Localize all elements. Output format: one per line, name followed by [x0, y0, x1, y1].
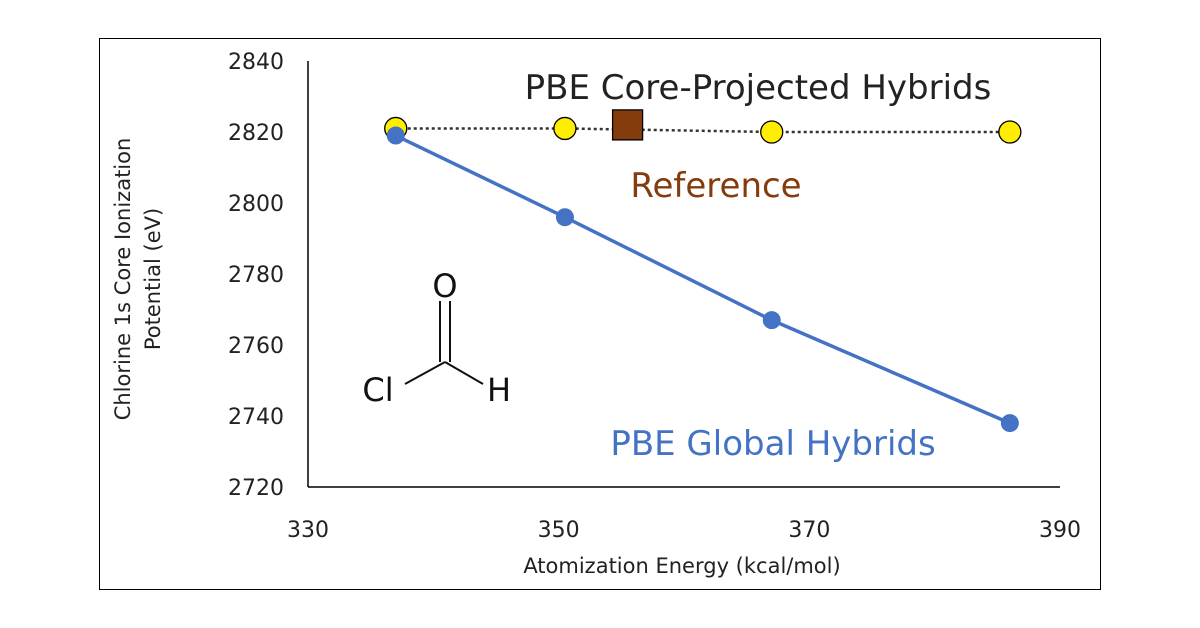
- reference-point: [611, 109, 644, 141]
- series-global: [386, 126, 1019, 433]
- y-axis-title-line-2: Potential (eV): [141, 208, 165, 350]
- oxygen-atom-label: O: [432, 267, 457, 305]
- core-projected-line: [395, 127, 1010, 134]
- global-hybrids-line: [394, 133, 1011, 425]
- global-hybrids-point: [762, 311, 781, 330]
- c-cl-bond: [404, 361, 446, 385]
- x-tick-label: 390: [1039, 518, 1081, 543]
- x-tick-label: 370: [788, 518, 830, 543]
- core-projected-point: [553, 116, 577, 141]
- y-tick-label: 2820: [228, 121, 284, 146]
- x-axis-title: Atomization Energy (kcal/mol): [523, 554, 840, 578]
- formyl-chloride-structure: O Cl H: [362, 267, 511, 409]
- c-h-bond: [444, 361, 484, 385]
- series-label-core-projected: PBE Core-Projected Hybrids: [525, 68, 992, 108]
- y-tick-label: 2720: [228, 476, 284, 501]
- axes: [307, 61, 1060, 488]
- y-axis-title: Chlorine 1s Core Ionization Potential (e…: [111, 138, 165, 421]
- global-hybrids-point: [555, 208, 574, 227]
- series-reference: [611, 109, 644, 141]
- y-tick-label: 2780: [228, 263, 284, 288]
- y-tick-label: 2740: [228, 405, 284, 430]
- y-tick-labels: 2720 2740 2760 2780 2800 2820 2840: [228, 50, 284, 501]
- core-projected-point: [998, 120, 1022, 144]
- global-hybrids-point: [386, 126, 405, 145]
- y-tick-label: 2840: [228, 50, 284, 75]
- core-projected-point: [760, 120, 784, 144]
- chlorine-atom-label: Cl: [362, 371, 393, 409]
- series-core-projected: [384, 116, 1022, 144]
- y-axis-title-line-1: Chlorine 1s Core Ionization: [111, 138, 135, 421]
- hydrogen-atom-label: H: [487, 371, 511, 409]
- global-hybrids-point: [1000, 414, 1019, 433]
- x-tick-label: 350: [538, 518, 580, 543]
- y-tick-label: 2800: [228, 192, 284, 217]
- y-tick-label: 2760: [228, 334, 284, 359]
- x-tick-label: 330: [287, 518, 329, 543]
- series-label-reference: Reference: [630, 166, 801, 206]
- figure-frame: 2720 2740 2760 2780 2800 2820 2840 330 350 370 39…: [99, 38, 1101, 590]
- series-layer: [384, 109, 1022, 433]
- chart: 2720 2740 2760 2780 2800 2820 2840 330 350 370 39…: [111, 50, 1081, 578]
- x-tick-labels: 330 350 370 390: [287, 518, 1081, 543]
- series-label-global: PBE Global Hybrids: [610, 424, 935, 464]
